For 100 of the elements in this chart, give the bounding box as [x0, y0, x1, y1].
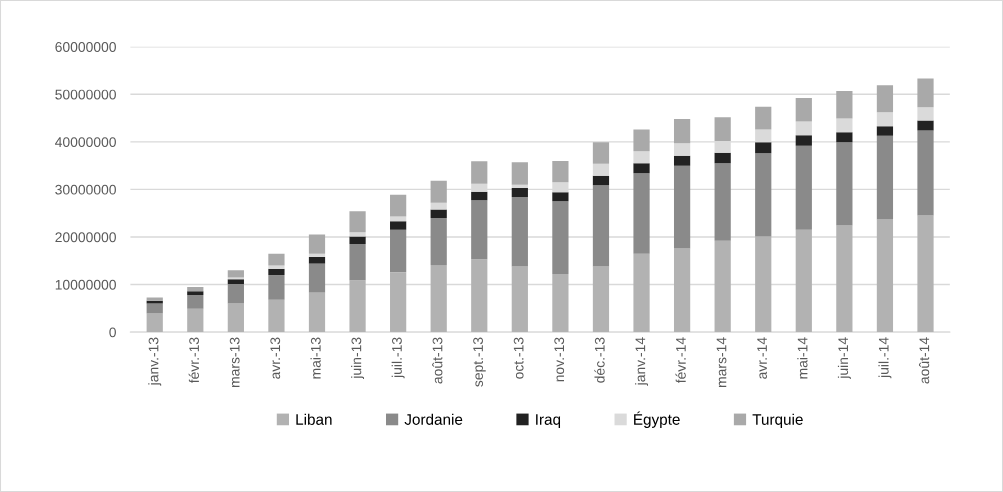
y-tick-label: 0 — [109, 327, 116, 338]
bar — [673, 119, 691, 144]
x-tick-label: févr.-13 — [188, 337, 200, 384]
bar — [390, 229, 407, 273]
bar — [268, 265, 285, 269]
y-tick-label: 20000000 — [55, 232, 116, 243]
x-tick-label: août-14 — [918, 337, 930, 384]
bar — [552, 160, 569, 183]
x-tick-label: avr.-14 — [757, 337, 767, 379]
bar — [592, 185, 610, 267]
x-tick-label: janv.-14 — [635, 337, 649, 386]
bar — [755, 142, 772, 154]
bar — [795, 229, 812, 333]
bar — [836, 142, 853, 226]
bar — [633, 151, 650, 164]
bar — [511, 197, 528, 267]
x-tick-label: oct.-13 — [513, 337, 524, 379]
bar — [917, 120, 934, 131]
bar — [511, 162, 528, 185]
bar — [187, 286, 204, 292]
bar — [308, 263, 326, 293]
bar — [268, 253, 285, 266]
x-tick-label: mars-13 — [229, 337, 240, 387]
x-tick-label: juin-13 — [351, 337, 365, 379]
bar — [876, 112, 894, 127]
bar — [349, 211, 366, 233]
x-tick-label: nov.-13 — [554, 337, 565, 382]
bar — [187, 291, 204, 295]
bar — [552, 201, 569, 275]
bar — [349, 236, 366, 245]
bar — [714, 163, 731, 241]
bar — [795, 121, 812, 136]
bar — [592, 266, 610, 333]
bar — [552, 274, 569, 333]
bar — [714, 152, 731, 164]
bar — [917, 78, 934, 108]
bar — [633, 173, 650, 254]
bar — [795, 145, 812, 230]
bar — [633, 129, 650, 152]
legend-label: Iraq — [536, 414, 561, 428]
x-tick-label: juin-14 — [837, 337, 851, 379]
bar — [511, 187, 528, 198]
bar — [227, 284, 244, 304]
bar — [308, 256, 326, 264]
bar — [268, 275, 285, 300]
bar — [349, 280, 366, 333]
x-tick-label: août-13 — [432, 337, 443, 384]
legend-label: Turquie — [752, 413, 803, 428]
bar — [430, 265, 447, 333]
bar — [876, 135, 894, 220]
bar — [673, 155, 691, 166]
bar — [755, 106, 772, 130]
bar — [633, 253, 650, 333]
bar — [673, 248, 691, 333]
bar — [552, 192, 569, 202]
bar — [308, 234, 326, 254]
bar — [227, 303, 244, 333]
bar — [673, 165, 691, 249]
legend-label: Liban — [296, 413, 332, 425]
bar — [227, 270, 244, 278]
bar — [430, 180, 447, 203]
bar — [755, 153, 772, 237]
bar — [146, 303, 163, 314]
bar — [917, 130, 934, 216]
bar — [836, 118, 853, 133]
bar — [673, 143, 691, 156]
x-tick-label: févr.-14 — [675, 337, 686, 384]
bar — [836, 90, 853, 119]
bar — [471, 259, 488, 333]
y-tick-label: 50000000 — [55, 89, 116, 100]
legend-label: Égypte — [634, 411, 680, 428]
bar — [836, 225, 853, 333]
x-tick-label: janv.-13 — [148, 337, 162, 386]
x-tick-label: sept.-13 — [473, 337, 486, 387]
bar — [714, 117, 731, 141]
bar — [917, 215, 934, 333]
bar — [592, 175, 610, 186]
x-tick-label: mars-14 — [716, 337, 727, 387]
bar — [430, 217, 447, 266]
y-tick-label: 40000000 — [55, 137, 116, 148]
bar — [917, 107, 934, 121]
bar — [187, 308, 204, 333]
bar — [876, 126, 894, 136]
bar — [308, 292, 326, 333]
x-tick-label: juil.-14 — [878, 337, 892, 379]
bar — [471, 191, 488, 201]
x-tick-label: avr.-13 — [270, 337, 281, 379]
bar — [592, 163, 610, 176]
y-tick-label: 30000000 — [55, 184, 116, 195]
bar — [876, 85, 894, 113]
bar — [187, 295, 204, 309]
bar — [268, 299, 285, 333]
bar — [390, 194, 407, 217]
bar — [795, 98, 812, 122]
x-tick-label: mai-13 — [310, 337, 321, 379]
bar — [633, 163, 650, 174]
x-tick-label: déc.-13 — [594, 337, 605, 383]
x-tick-label: juil.-13 — [391, 337, 405, 379]
bar — [146, 313, 163, 333]
bar — [795, 135, 812, 146]
